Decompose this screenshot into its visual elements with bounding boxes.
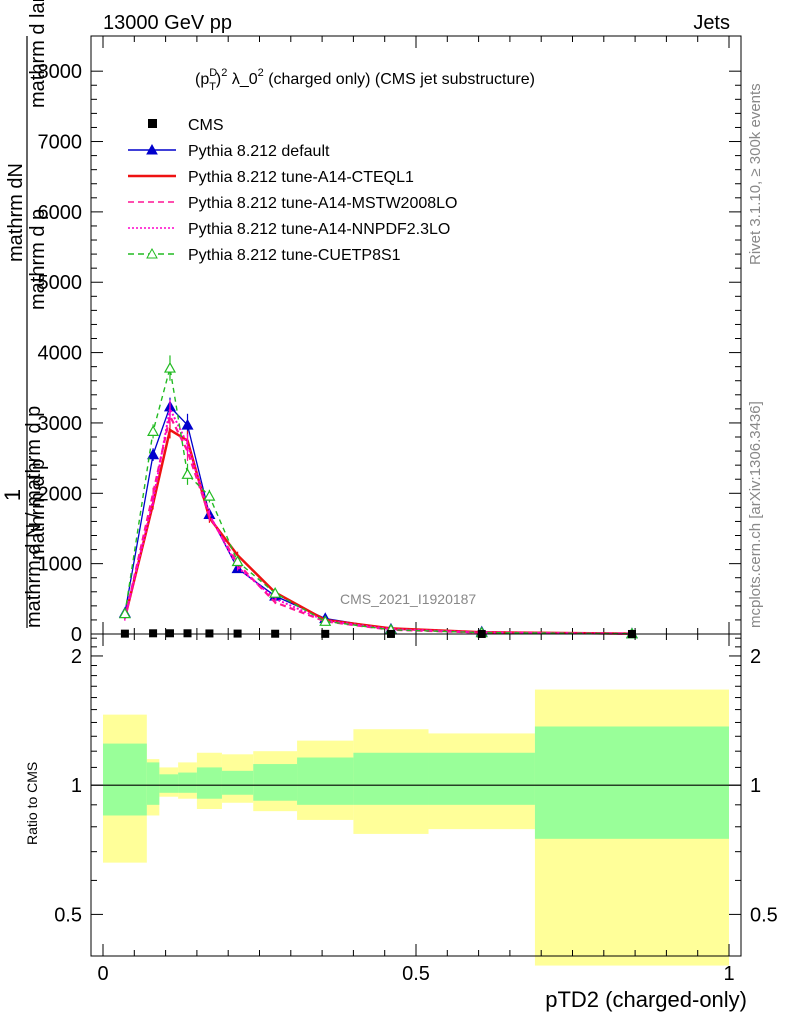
main-ytick-label: 3000 bbox=[38, 413, 83, 435]
ratio-ytick-label-right: 2 bbox=[750, 646, 761, 668]
analysis-watermark: CMS_2021_I1920187 bbox=[340, 591, 476, 607]
observable-title: (pD T)2 λ_02 (charged only) (CMS jet subs… bbox=[195, 67, 535, 93]
category-label: Jets bbox=[693, 12, 730, 34]
ylabel-line-dlambda: mathrm d lambda bbox=[27, 0, 49, 108]
ylabel-line-dpt: mathrm d p bbox=[27, 459, 49, 560]
series-marker bbox=[181, 468, 194, 479]
cms-data-point bbox=[183, 629, 192, 638]
ratio-ytick-label: 2 bbox=[71, 646, 82, 668]
main-ytick-label: 8000 bbox=[38, 61, 83, 83]
ratio-band-inner bbox=[221, 770, 254, 795]
ratio-ytick-label-right: 0.5 bbox=[750, 904, 778, 926]
series-marker bbox=[118, 607, 131, 619]
ratio-ticks: 0.5 0.5 1 1 2 2 bbox=[54, 634, 778, 956]
series-marker bbox=[231, 555, 244, 567]
ratio-ytick-label: 0.5 bbox=[54, 904, 82, 926]
main-ytick-label: 1000 bbox=[38, 554, 83, 576]
rivet-label: Rivet 3.1.10, ≥ 300k events bbox=[747, 83, 764, 265]
main-series bbox=[118, 355, 638, 639]
main-ytick-label: 5000 bbox=[38, 272, 83, 294]
legend-label: Pythia 8.212 default bbox=[188, 143, 330, 160]
ratio-band-inner bbox=[534, 726, 729, 839]
x-ticklabels: 0 0.5 1 bbox=[97, 963, 734, 985]
series-marker bbox=[147, 425, 160, 436]
legend-label: Pythia 8.212 tune-A14-CTEQL1 bbox=[188, 169, 414, 186]
legend-swatch bbox=[148, 119, 157, 128]
cms-data-point bbox=[205, 629, 214, 638]
series-marker bbox=[269, 586, 282, 598]
ratio-band-inner bbox=[103, 743, 147, 816]
ylabel-frac-top: mathrm dN bbox=[5, 163, 27, 262]
ratio-band-inner bbox=[353, 752, 429, 805]
ylabel-line-dp: mathrm d p bbox=[27, 209, 49, 310]
ratio-band-inner bbox=[159, 774, 179, 793]
ratio-ylabel: Ratio to CMS bbox=[24, 762, 40, 845]
main-ytick-label: 4000 bbox=[38, 343, 83, 365]
series-marker bbox=[147, 448, 160, 460]
series-marker bbox=[203, 489, 216, 501]
main-ticks: 0 1000 2000 3000 4000 5000 6000 7000 8000 bbox=[38, 36, 741, 646]
x-tick-label: 0 bbox=[97, 963, 108, 985]
main-ytick-label: 6000 bbox=[38, 202, 83, 224]
main-ytick-label: 7000 bbox=[38, 132, 83, 154]
x-tick-label: 0.5 bbox=[402, 963, 430, 985]
mcplots-label: mcplots.cern.ch [arXiv:1306.3436] bbox=[747, 401, 764, 628]
main-ytick-label: 2000 bbox=[38, 483, 83, 505]
series-marker bbox=[163, 361, 177, 373]
main-ytick-label: 0 bbox=[71, 624, 82, 646]
legend-label: Pythia 8.212 tune-A14-NNPDF2.3LO bbox=[188, 221, 450, 238]
legend-label: CMS bbox=[188, 117, 224, 134]
main-ylabel: 1 mathrm d N / mathrm d p mathrm dN math… bbox=[0, 0, 49, 628]
series-marker bbox=[181, 418, 194, 430]
ratio-band-inner bbox=[178, 772, 197, 793]
legend-label: Pythia 8.212 tune-A14-MSTW2008LO bbox=[188, 195, 457, 212]
ratio-band-inner bbox=[297, 757, 354, 805]
ratio-ytick-label: 1 bbox=[71, 775, 82, 797]
ratio-band-inner bbox=[196, 767, 222, 799]
main-panel: 0 1000 2000 3000 4000 5000 6000 7000 8000 bbox=[38, 35, 742, 646]
ratio-band-inner bbox=[253, 764, 298, 801]
ratio-band-inner bbox=[428, 752, 535, 805]
x-axis-label: pTD2 (charged-only) bbox=[545, 987, 747, 1012]
ylabel-denominator: mathrm d N / mathrm d p bbox=[23, 406, 45, 628]
cms-data-point bbox=[149, 629, 158, 638]
legend: CMS Pythia 8.212 default Pythia 8.212 tune… bbox=[128, 117, 457, 264]
ratio-panel: 0.5 0.5 1 1 2 2 bbox=[54, 633, 778, 966]
legend-label: Pythia 8.212 tune-CUETP8S1 bbox=[188, 247, 401, 264]
legend-marker bbox=[146, 143, 158, 155]
x-tick-label: 1 bbox=[723, 963, 734, 985]
cms-data-point bbox=[165, 629, 174, 638]
series-marker bbox=[319, 615, 332, 626]
legend-marker bbox=[146, 247, 158, 259]
ylabel-numerator: 1 bbox=[0, 489, 25, 501]
ratio-ytick-label-right: 1 bbox=[750, 775, 761, 797]
ratio-bands bbox=[91, 689, 741, 966]
collision-label: 13000 GeV pp bbox=[103, 12, 232, 34]
ratio-band-inner bbox=[146, 762, 160, 805]
